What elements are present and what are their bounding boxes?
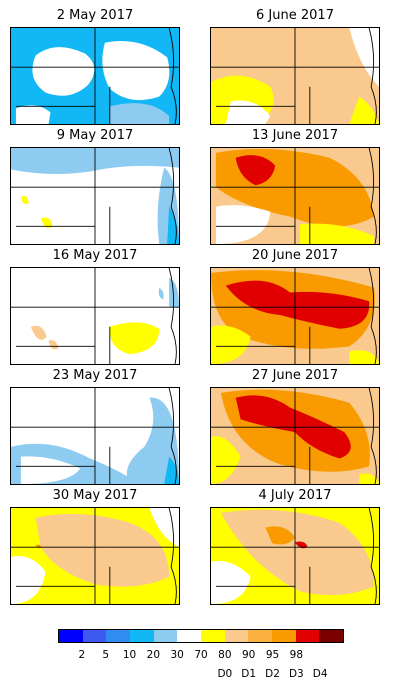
normal-region — [11, 556, 46, 604]
map-svg — [11, 388, 179, 484]
panel-title: 16 May 2017 — [52, 248, 138, 263]
colorbar-cell — [82, 630, 107, 642]
colorbar-cell — [153, 630, 178, 642]
map-svg — [11, 508, 179, 604]
map-svg — [11, 28, 179, 124]
colorbar-tick-label: 90 — [241, 649, 256, 661]
colorbar-tick-label: 98 — [289, 649, 304, 661]
state-boundary-line — [368, 148, 377, 244]
map-panel — [210, 147, 380, 245]
normal-region — [32, 47, 95, 96]
colorbar-tick-label: 2 — [78, 649, 86, 661]
colorbar — [58, 629, 344, 643]
normal-region — [20, 456, 81, 484]
normal-region — [102, 41, 170, 101]
colorbar-cell — [130, 630, 154, 642]
map-panel — [210, 267, 380, 365]
map-panel — [10, 387, 180, 485]
normal-region — [349, 28, 379, 87]
map-svg — [211, 28, 379, 124]
state-boundary-line — [168, 388, 177, 484]
colorbar-tick-label: 20 — [146, 649, 161, 661]
panel-title: 20 June 2017 — [251, 248, 339, 263]
drought-category-label: D4 — [312, 668, 328, 680]
d1-region — [220, 509, 375, 596]
d2-region — [265, 526, 295, 545]
d3-region — [225, 280, 370, 329]
map-panel — [210, 507, 380, 605]
colorbar-cell — [59, 630, 83, 642]
d0-region — [359, 473, 379, 484]
d0-region — [211, 436, 241, 484]
normal-region — [15, 105, 51, 124]
map-panel — [10, 147, 180, 245]
state-boundary-line — [168, 148, 177, 244]
wet-region-light — [169, 277, 179, 308]
colorbar-tick-label: 10 — [122, 649, 137, 661]
panel-title: 6 June 2017 — [256, 8, 334, 23]
panel-title: 30 May 2017 — [52, 488, 138, 503]
wet-region-light — [126, 397, 179, 484]
panel-title: 23 May 2017 — [52, 368, 138, 383]
state-boundary-line — [368, 268, 377, 364]
state-boundary-line — [168, 28, 177, 124]
map-svg — [211, 508, 379, 604]
colorbar-cell — [319, 630, 344, 642]
panel-title: 2 May 2017 — [56, 8, 134, 23]
colorbar-cell — [177, 630, 202, 642]
colorbar-tick-label: 80 — [218, 649, 232, 661]
map-panel — [210, 387, 380, 485]
colorbar-tick-label: 70 — [194, 649, 208, 661]
map-svg — [11, 148, 179, 244]
panel-title: 27 June 2017 — [251, 368, 339, 383]
state-boundary-line — [368, 508, 377, 604]
colorbar-cell — [272, 630, 296, 642]
colorbar-cell — [224, 630, 249, 642]
map-svg — [11, 268, 179, 364]
d1-region — [35, 513, 170, 587]
map-svg — [211, 268, 379, 364]
drought-category-label: D3 — [288, 668, 304, 680]
colorbar-tick-label: 30 — [170, 649, 184, 661]
wet-region-light — [158, 287, 164, 300]
panel-title: 9 May 2017 — [56, 128, 134, 143]
map-panel — [10, 507, 180, 605]
wet-region — [164, 456, 179, 484]
map-panel — [10, 27, 180, 125]
colorbar-tick-label: 95 — [265, 649, 280, 661]
normal-region — [215, 205, 271, 244]
panel-title: 13 June 2017 — [251, 128, 339, 143]
d0-region — [40, 217, 53, 229]
drought-category-label: D1 — [241, 668, 257, 680]
drought-category-label: D2 — [265, 668, 280, 680]
wet-region-light — [109, 103, 170, 124]
d3-region — [235, 155, 276, 186]
state-boundary-line — [368, 28, 377, 124]
d1-region — [30, 325, 47, 340]
colorbar-cell — [248, 630, 273, 642]
normal-region — [211, 560, 251, 604]
map-svg — [211, 388, 379, 484]
d0-region — [20, 195, 29, 204]
d3-region — [295, 541, 308, 549]
colorbar-cell — [295, 630, 320, 642]
map-svg — [211, 148, 379, 244]
state-boundary-line — [368, 388, 377, 484]
drought-category-label: D0 — [217, 668, 233, 680]
d0-region — [109, 322, 160, 355]
d0-region — [299, 223, 375, 244]
d0-region — [349, 96, 379, 124]
state-boundary-line — [168, 268, 177, 364]
map-panel — [210, 27, 380, 125]
panel-title: 4 July 2017 — [258, 488, 332, 503]
colorbar-tick-label: 5 — [102, 649, 109, 661]
colorbar-cell — [201, 630, 225, 642]
d0-region — [349, 350, 379, 364]
state-boundary-line — [168, 508, 177, 604]
colorbar-cell — [106, 630, 131, 642]
d0-region — [211, 325, 251, 364]
map-panel — [10, 267, 180, 365]
d1-region — [48, 340, 59, 350]
